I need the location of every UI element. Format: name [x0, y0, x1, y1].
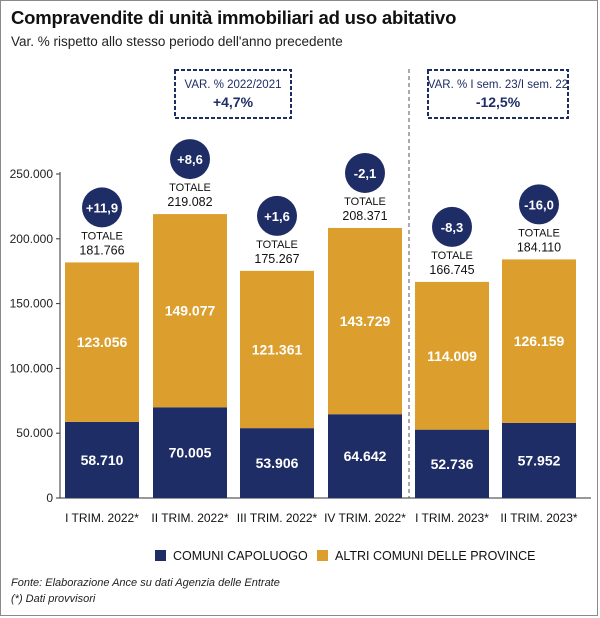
value-label-altri: 126.159 — [514, 333, 565, 349]
value-label-capoluogo: 58.710 — [81, 452, 124, 468]
legend-label-capoluogo: COMUNI CAPOLUOGO — [173, 549, 308, 563]
value-label-capoluogo: 57.952 — [518, 452, 561, 468]
variation-label: +1,6 — [264, 209, 290, 224]
y-tick-label: 50.000 — [16, 426, 53, 440]
annual-variation-value: -12,5% — [476, 94, 521, 110]
x-category-label: III TRIM. 2022* — [237, 511, 318, 525]
x-category-label: I TRIM. 2023* — [415, 511, 489, 525]
variation-label: -16,0 — [524, 197, 554, 212]
y-tick-label: 150.000 — [10, 297, 54, 311]
annual-variation-label: VAR. % 2022/2021 — [185, 79, 282, 91]
total-heading: TOTALE — [169, 182, 211, 194]
total-value: 175.267 — [254, 252, 299, 266]
legend-swatch-altri — [317, 550, 328, 561]
variation-label: -2,1 — [354, 166, 376, 181]
variation-circle — [519, 184, 559, 225]
variation-label: +11,9 — [86, 200, 118, 215]
variation-circle — [170, 139, 210, 180]
value-label-altri: 149.077 — [165, 303, 216, 319]
bar-comuni-capoluogo — [153, 407, 227, 498]
total-value: 166.745 — [429, 263, 474, 277]
annual-variation-label: VAR. % I sem. 23/I sem. 22 — [428, 79, 568, 91]
bar-altri-comuni — [240, 270, 314, 429]
value-label-altri: 114.009 — [427, 348, 477, 364]
chart-title: Compravendite di unità immobiliari ad us… — [11, 7, 457, 28]
bar-altri-comuni — [502, 259, 576, 423]
total-heading: TOTALE — [81, 230, 123, 242]
x-category-label: IV TRIM. 2022* — [324, 511, 406, 525]
total-value: 184.110 — [517, 240, 561, 254]
value-label-altri: 123.056 — [77, 334, 128, 350]
variation-circle — [432, 206, 472, 247]
variation-label: +8,6 — [177, 152, 203, 167]
total-heading: TOTALE — [518, 227, 560, 239]
bar-comuni-capoluogo — [65, 421, 139, 498]
y-tick-label: 0 — [46, 491, 53, 505]
total-heading: TOTALE — [256, 239, 298, 251]
total-heading: TOTALE — [431, 250, 473, 262]
variation-label: -8,3 — [441, 220, 463, 235]
variation-circle — [257, 195, 297, 236]
source-notes: Fonte: Elaborazione Ance su dati Agenzia… — [11, 575, 280, 607]
value-label-altri: 121.361 — [252, 341, 303, 357]
y-tick-label: 250.000 — [10, 167, 54, 181]
bar-comuni-capoluogo — [240, 428, 314, 498]
variation-circle — [345, 152, 385, 193]
provisional-note: (*) Dati provvisori — [11, 593, 96, 605]
variation-circle — [82, 187, 122, 228]
y-tick-label: 100.000 — [10, 361, 54, 375]
value-label-capoluogo: 70.005 — [169, 445, 212, 461]
bar-comuni-capoluogo — [502, 422, 576, 498]
bar-comuni-capoluogo — [415, 429, 489, 498]
bar-altri-comuni — [65, 262, 139, 422]
bar-altri-comuni — [153, 214, 227, 408]
x-category-label: I TRIM. 2022* — [65, 511, 139, 525]
source-text: Fonte: Elaborazione Ance su dati Agenzia… — [11, 577, 280, 589]
x-category-label: II TRIM. 2023* — [500, 511, 577, 525]
value-label-capoluogo: 53.906 — [256, 455, 299, 471]
chart-subtitle: Var. % rispetto allo stesso periodo dell… — [11, 34, 343, 49]
bar-altri-comuni — [328, 227, 402, 415]
bar-comuni-capoluogo — [328, 414, 402, 498]
annual-variation-box — [174, 69, 292, 119]
annual-variation-box — [427, 69, 569, 119]
value-label-capoluogo: 52.736 — [431, 456, 474, 472]
value-label-altri: 143.729 — [340, 313, 391, 329]
bar-altri-comuni — [415, 281, 489, 430]
total-value: 181.766 — [79, 243, 124, 257]
total-value: 219.082 — [167, 195, 212, 209]
value-label-capoluogo: 64.642 — [344, 448, 387, 464]
x-category-label: II TRIM. 2022* — [151, 511, 228, 525]
legend-swatch-capoluogo — [155, 550, 166, 561]
legend-label-altri: ALTRI COMUNI DELLE PROVINCE — [335, 549, 536, 563]
total-value: 208.371 — [342, 209, 387, 223]
total-heading: TOTALE — [344, 196, 386, 208]
y-tick-label: 200.000 — [10, 232, 54, 246]
annual-variation-value: +4,7% — [213, 94, 254, 110]
